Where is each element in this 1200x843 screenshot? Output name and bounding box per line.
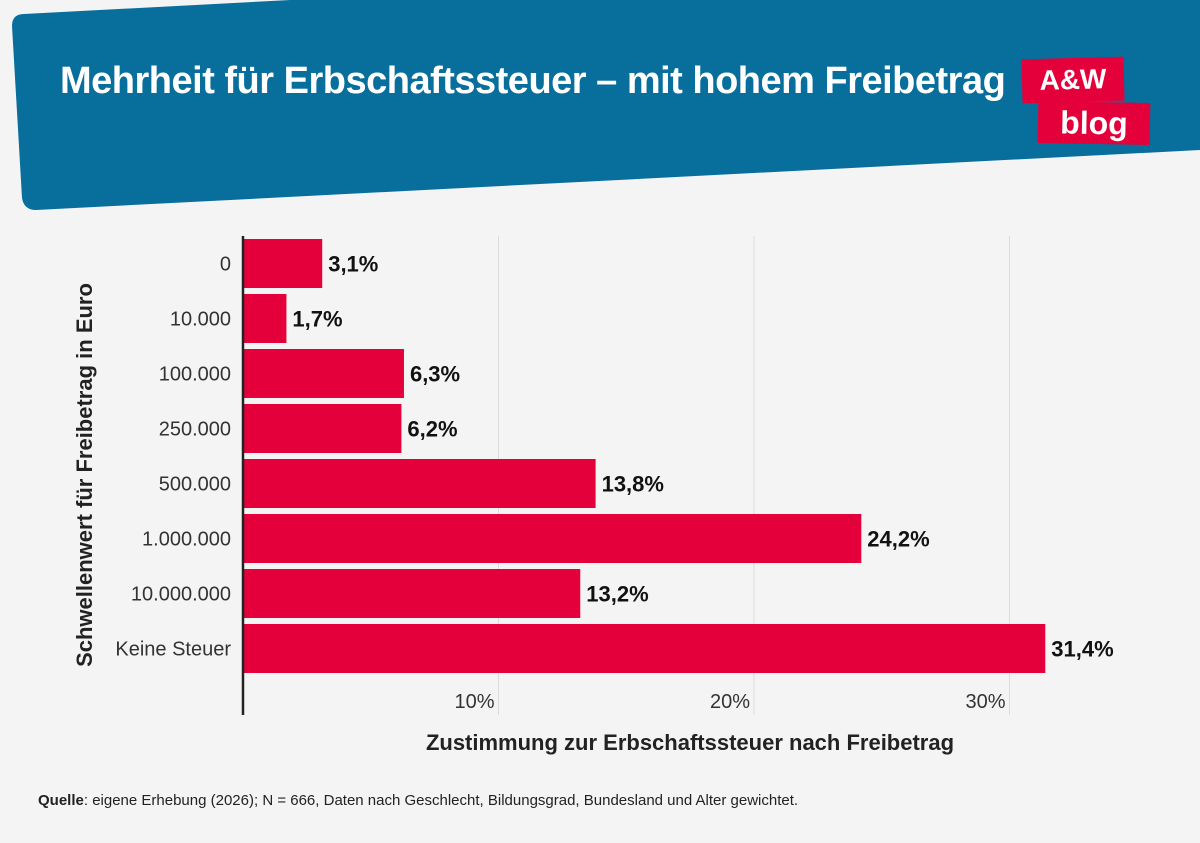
data-label: 24,2%	[867, 527, 929, 552]
y-tick-label: 0	[220, 254, 231, 276]
y-axis-title: Schwellenwert für Freibetrag in Euro	[72, 283, 97, 667]
data-label: 3,1%	[328, 252, 378, 277]
data-label: 31,4%	[1051, 637, 1113, 662]
x-axis-title: Zustimmung zur Erbschaftssteuer nach Fre…	[426, 730, 954, 755]
page-title: Mehrheit für Erbschaftssteuer – mit hohe…	[60, 60, 1006, 102]
source-note: Quelle: eigene Erhebung (2026); N = 666,…	[38, 792, 798, 809]
data-label: 13,8%	[602, 472, 664, 497]
data-label: 6,2%	[407, 417, 457, 442]
y-tick-label: 1.000.000	[142, 529, 231, 551]
bar	[243, 569, 581, 618]
bar	[243, 239, 323, 288]
x-tick-label: 30%	[965, 691, 1005, 713]
y-tick-label: 10.000.000	[131, 584, 231, 606]
bar	[243, 404, 402, 453]
data-label: 13,2%	[586, 582, 648, 607]
y-tick-label: 500.000	[159, 474, 231, 496]
data-label: 1,7%	[292, 307, 342, 332]
source-text: : eigene Erhebung (2026); N = 666, Daten…	[83, 792, 799, 809]
bar	[243, 514, 862, 563]
y-tick-label: 10.000	[170, 309, 231, 331]
y-tick-label: Keine Steuer	[115, 639, 231, 661]
data-label: 6,3%	[410, 362, 460, 387]
y-tick-label: 100.000	[159, 364, 231, 386]
x-tick-label: 20%	[710, 691, 750, 713]
bar	[243, 624, 1046, 673]
header-banner	[0, 0, 1200, 215]
source-label: Quelle	[38, 792, 84, 809]
bar	[243, 294, 287, 343]
x-tick-label: 10%	[454, 691, 494, 713]
y-tick-label: 250.000	[159, 419, 231, 441]
bar	[243, 349, 404, 398]
bar	[243, 459, 596, 508]
